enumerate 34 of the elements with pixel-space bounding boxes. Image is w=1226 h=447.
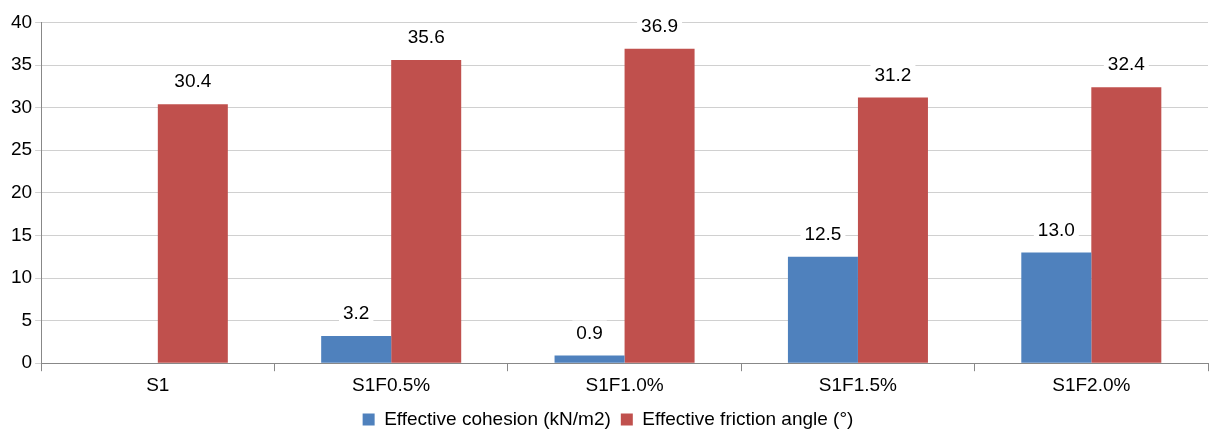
bar — [321, 335, 392, 363]
y-tick-label: 5 — [21, 308, 33, 330]
data-label: 30.4 — [174, 70, 212, 92]
y-tick-label: 10 — [10, 266, 33, 288]
x-tick-label: S1 — [146, 373, 170, 395]
x-tick-label: S1F0.5% — [352, 373, 431, 395]
bar — [157, 104, 228, 363]
y-tick-label: 40 — [10, 10, 33, 32]
data-label: 13.0 — [1037, 218, 1075, 240]
y-tick-label: 0 — [21, 351, 33, 373]
data-label: 12.5 — [804, 222, 842, 244]
data-label: 36.9 — [641, 15, 679, 37]
data-label: 0.9 — [576, 321, 603, 343]
bar — [391, 59, 462, 363]
data-label: 35.6 — [407, 26, 445, 48]
bar — [554, 355, 625, 363]
y-tick-label: 20 — [10, 181, 33, 203]
data-label: 3.2 — [342, 302, 370, 324]
y-tick-label: 30 — [10, 95, 33, 117]
data-label: 32.4 — [1107, 53, 1146, 75]
bar — [1021, 252, 1092, 363]
legend-label: Effective friction angle (°) — [642, 407, 854, 429]
x-tick-label: S1F1.5% — [818, 373, 898, 395]
y-tick-label: 15 — [10, 223, 33, 245]
data-label: 31.2 — [874, 63, 912, 85]
x-tick-label: S1F1.0% — [585, 373, 664, 395]
bar — [787, 256, 858, 363]
bar — [624, 48, 695, 363]
bar — [1091, 87, 1162, 363]
bar — [857, 97, 928, 363]
y-tick-label: 35 — [10, 53, 33, 75]
y-tick-label: 25 — [10, 138, 33, 160]
legend-label: Effective cohesion (kN/m2) — [384, 407, 611, 429]
x-tick-label: S1F2.0% — [1052, 373, 1131, 395]
